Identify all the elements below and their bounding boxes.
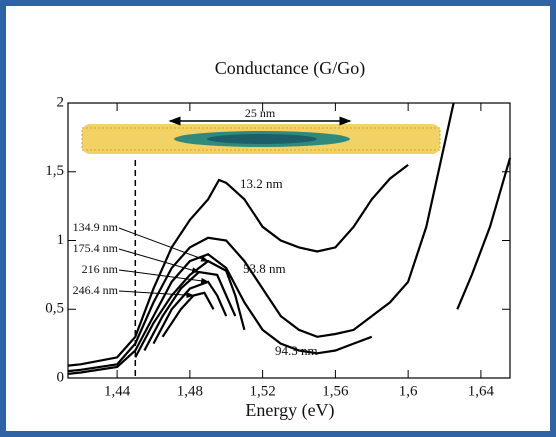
nanotube xyxy=(81,116,441,154)
y-tick-label: 2 xyxy=(57,94,65,110)
y-tick-label: 1 xyxy=(57,232,65,248)
y-tick-label: 1,5 xyxy=(45,163,64,179)
series-label: 246.4 nm xyxy=(73,283,119,297)
series-label: 94.3 nm xyxy=(275,343,318,358)
series-label: 134.9 nm xyxy=(73,220,119,234)
x-tick-label: 1,64 xyxy=(468,383,495,399)
series-label: 13.2 nm xyxy=(240,176,283,191)
label-arrow xyxy=(118,248,200,274)
annotation: 25 nm xyxy=(245,106,276,120)
plot-frame xyxy=(67,102,511,379)
x-tick-label: 1,48 xyxy=(177,383,203,399)
x-tick-label: 1,52 xyxy=(250,383,276,399)
x-axis-label: Energy (eV) xyxy=(245,400,334,421)
series-label: 216 nm xyxy=(82,262,119,276)
curve xyxy=(67,157,512,375)
curve xyxy=(67,164,409,367)
label-arrow xyxy=(118,227,209,262)
y-tick-label: 0 xyxy=(57,369,65,385)
series-label: 53.8 nm xyxy=(243,261,286,276)
label-arrow xyxy=(118,269,210,284)
x-tick-label: 1,56 xyxy=(322,383,349,399)
x-tick-label: 1,6 xyxy=(399,383,418,399)
label-arrow xyxy=(118,290,195,299)
series-label: 175.4 nm xyxy=(73,241,119,255)
y-tick-label: 0,5 xyxy=(45,301,64,317)
curve xyxy=(67,102,455,373)
curve xyxy=(152,280,228,345)
chart-title: Conductance (G/Go) xyxy=(215,58,365,79)
x-tick-label: 1,44 xyxy=(104,383,131,399)
